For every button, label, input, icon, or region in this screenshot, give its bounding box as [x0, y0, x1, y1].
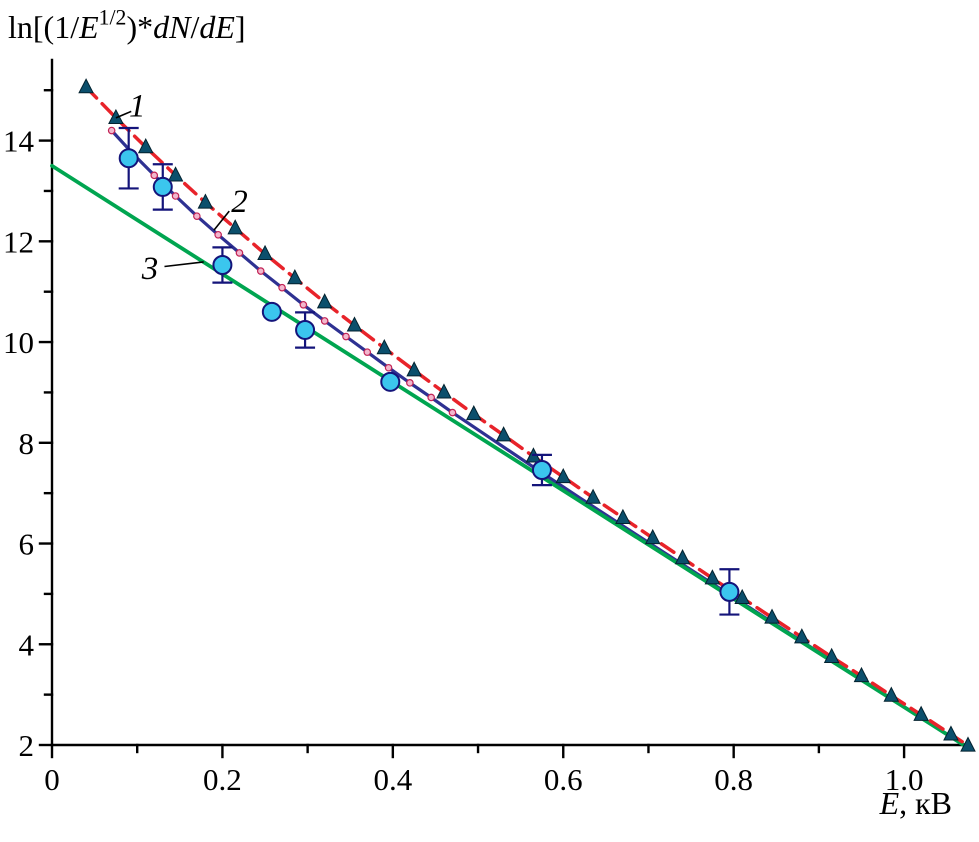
triangle-marker: [644, 528, 661, 545]
triangle-marker: [316, 293, 333, 309]
series-red-dashed-curve: [78, 78, 976, 752]
triangle-marker: [465, 404, 482, 421]
dot-marker: [363, 348, 372, 356]
x-tick-label: 0.4: [373, 762, 412, 797]
triangle-marker: [585, 488, 601, 504]
y-tick-label: 10: [3, 325, 34, 360]
triangle-marker: [960, 736, 976, 752]
triangle-marker: [406, 361, 422, 377]
y-tick-label: 14: [3, 124, 35, 159]
dot-marker: [256, 267, 265, 275]
curve-label-text: 3: [141, 251, 159, 287]
dot-marker: [193, 212, 201, 220]
triangle-marker: [78, 78, 94, 94]
tick-labels: 0 0.2 0.4 0.6 0.8 1.0 2 4 6 8 10 12 14: [3, 124, 923, 797]
data-point: [152, 176, 173, 197]
triangle-marker: [853, 666, 870, 683]
triangle-marker: [555, 467, 572, 484]
triangle-marker: [167, 166, 184, 182]
dot-marker: [235, 249, 244, 257]
dot-marker: [427, 393, 435, 402]
y-tick-label: 2: [19, 728, 35, 763]
series-green-line: [50, 163, 966, 747]
triangle-marker: [913, 705, 929, 721]
blue-curve-path: [110, 128, 966, 747]
triangle-marker: [436, 383, 452, 399]
triangle-marker: [257, 244, 273, 261]
label-leader-line: [213, 210, 230, 231]
dot-marker: [406, 379, 414, 387]
triangle-marker: [704, 569, 721, 585]
dot-marker: [214, 230, 222, 239]
curve-label-2: 2: [213, 184, 248, 231]
axes: [38, 58, 970, 759]
red-dashed-curve-path: [84, 85, 970, 748]
data-point: [531, 459, 552, 480]
triangle-marker: [376, 339, 393, 355]
curve-label-text: 1: [129, 88, 146, 124]
x-tick-label: 0.8: [714, 762, 753, 797]
x-tick-label: 0.6: [544, 762, 583, 797]
triangle-marker: [823, 647, 840, 663]
y-axis-title: ln[(1/E1/2)*dN/dE]: [8, 6, 246, 45]
curve-label-1: 1: [115, 88, 146, 124]
triangle-marker: [615, 508, 631, 524]
dot-marker: [171, 192, 180, 200]
dot-marker: [299, 300, 308, 309]
data-point: [261, 301, 282, 322]
data-point: [719, 581, 740, 602]
dot-marker: [342, 332, 350, 341]
green-line-path: [50, 163, 966, 747]
data-point: [380, 371, 401, 392]
triangle-marker: [197, 193, 214, 209]
y-tick-label: 4: [19, 627, 35, 662]
dot-marker: [448, 408, 457, 417]
x-tick-label: 0: [44, 762, 60, 797]
label-leader-line: [115, 110, 132, 119]
dot-marker: [320, 317, 329, 325]
y-tick-label: 12: [3, 224, 34, 259]
data-point: [212, 254, 233, 275]
label-leader-line: [164, 261, 204, 268]
dot-marker: [278, 283, 286, 292]
curve-label-text: 2: [231, 184, 248, 220]
dot-marker: [384, 363, 393, 372]
triangle-marker: [794, 628, 810, 644]
x-tick-label: 0.2: [203, 762, 242, 797]
triangle-marker: [883, 686, 900, 702]
data-point: [118, 148, 139, 169]
curve-label-3: 3: [141, 251, 204, 287]
triangle-marker: [674, 549, 691, 565]
cyan-measured-points: [118, 126, 740, 616]
triangle-marker: [346, 316, 363, 332]
dot-marker: [150, 171, 159, 180]
triangle-marker: [943, 725, 959, 741]
data-point: [295, 319, 316, 340]
x-tick-label: 1.0: [885, 762, 924, 797]
y-tick-label: 8: [19, 426, 35, 461]
dot-marker: [107, 126, 116, 135]
triangle-marker: [137, 138, 154, 154]
triangle-marker: [287, 268, 303, 285]
y-tick-label: 6: [19, 527, 35, 562]
triangle-marker: [495, 426, 512, 442]
x-axis-title: E, кВ: [879, 785, 952, 821]
triangle-marker: [227, 219, 244, 235]
triangle-marker: [734, 588, 751, 605]
triangle-marker: [764, 608, 780, 624]
